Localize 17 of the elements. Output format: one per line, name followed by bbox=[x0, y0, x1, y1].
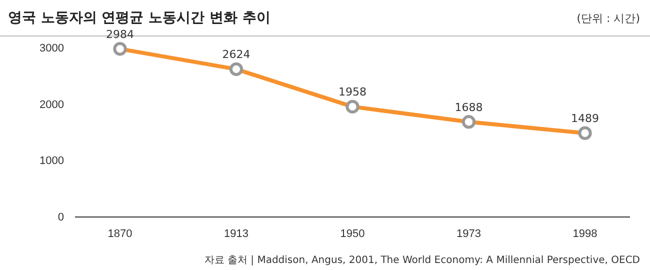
text: 자료 출처 | Maddison, Angus, 2001, The World Economy: A Millennial Perspective, OECD bbox=[204, 255, 640, 266]
data-label: 1688 bbox=[454, 100, 483, 114]
y-tick-label: 2000 bbox=[40, 98, 64, 111]
data-label: 2984 bbox=[106, 28, 134, 41]
data-label: 1958 bbox=[338, 86, 366, 99]
x-tick-label: 1950 bbox=[340, 228, 365, 240]
data-label: 1489 bbox=[571, 112, 599, 126]
data-label: 2624 bbox=[222, 48, 250, 62]
x-tick-label: 1998 bbox=[572, 228, 598, 240]
y-tick-label: 1000 bbox=[40, 155, 64, 168]
y-tick-label: 3000 bbox=[40, 42, 64, 55]
x-tick-label: 1870 bbox=[108, 228, 132, 240]
x-tick-label: 1913 bbox=[224, 228, 248, 240]
y-tick-label: 0 bbox=[58, 212, 64, 224]
chart-title: 영국 노동자의 연평균 노동시간 변화 추이 bbox=[8, 10, 270, 26]
text: (단위 : 시간) bbox=[576, 12, 640, 25]
x-tick-label: 1973 bbox=[456, 228, 481, 240]
